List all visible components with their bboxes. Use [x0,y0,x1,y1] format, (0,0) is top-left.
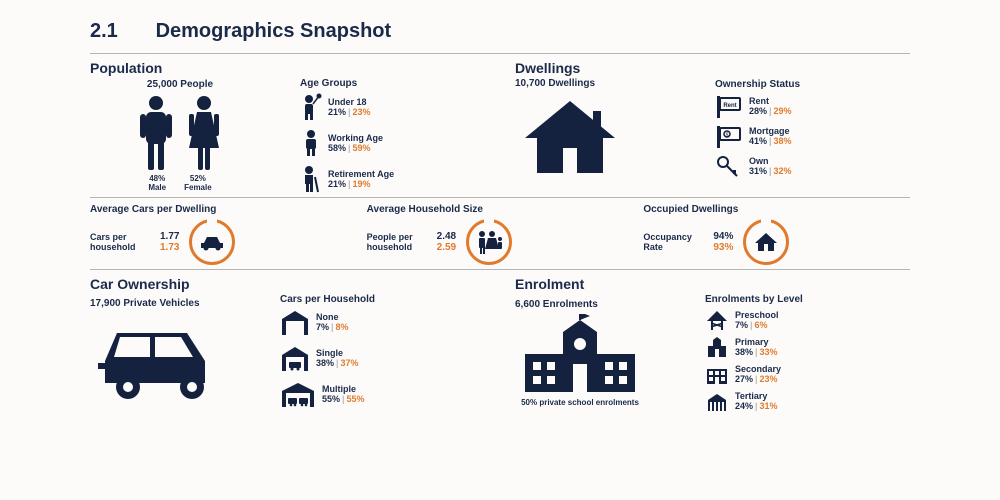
elderly-icon [300,165,322,193]
level-row: Tertiary24%|31% [705,390,910,412]
adult-icon [300,129,322,157]
divider [90,53,910,54]
dwellings-count: 10,700 Dwellings [515,78,685,89]
ownership-heading: Ownership Status [715,79,910,90]
secondary-icon [705,363,729,385]
garage-single-icon [280,345,310,371]
svg-text:$: $ [726,132,729,138]
metric-occupied: Occupied Dwellings Occupancy Rate 94%93% [643,204,910,265]
mortgage-sign-icon: $ [715,124,743,148]
house-ring-icon [743,219,789,265]
metric-cars: Average Cars per Dwelling Cars per house… [90,204,357,265]
car-hh-row: Multiple55%|55% [280,381,485,407]
level-row: Secondary27%|23% [705,363,910,385]
private-note: 50% private school enrolments [515,398,645,407]
level-row: Primary38%|33% [705,336,910,358]
school-icon [515,314,645,394]
population-heading: Population [90,60,485,76]
male-stat: 48%Male [148,174,166,192]
male-icon [133,94,179,172]
population-count: 25,000 People [90,79,270,90]
divider [90,269,910,270]
dwellings-heading: Dwellings [515,60,910,76]
car-ownership-heading: Car Ownership [90,276,485,292]
section-number: 2.1 [90,20,150,43]
preschool-icon [705,309,729,331]
primary-icon [705,336,729,358]
enrolment-count: 6,600 Enrolments [515,299,685,310]
ownership-row: $ Mortgage41%|38% [715,124,910,148]
big-car-icon [90,313,230,403]
female-icon [181,94,227,172]
ownership-row: Rent Rent28%|29% [715,94,910,118]
cars-per-hh-heading: Cars per Household [280,294,485,305]
divider [90,197,910,198]
ownership-row: Own31%|32% [715,154,910,178]
levels-heading: Enrolments by Level [705,294,910,305]
metric-household: Average Household Size People per househ… [367,204,634,265]
house-icon [515,93,625,178]
level-row: Preschool7%|6% [705,309,910,331]
child-icon [300,93,322,121]
car-ring-icon [189,219,235,265]
age-group-row: Under 1821%|23% [300,93,485,121]
garage-empty-icon [280,309,310,335]
enrolment-heading: Enrolment [515,276,910,292]
car-hh-row: None7%|8% [280,309,485,335]
female-stat: 52%Female [184,174,212,192]
vehicles-count: 17,900 Private Vehicles [90,298,260,309]
svg-text:Rent: Rent [723,103,736,109]
keys-icon [715,154,743,178]
garage-multi-icon [280,381,316,407]
section-title: Demographics Snapshot [156,20,392,42]
rent-sign-icon: Rent [715,94,743,118]
family-ring-icon [466,219,512,265]
tertiary-icon [705,390,729,412]
age-group-row: Working Age58%|59% [300,129,485,157]
page-title: 2.1 Demographics Snapshot [90,20,910,43]
car-hh-row: Single38%|37% [280,345,485,371]
age-group-row: Retirement Age21%|19% [300,165,485,193]
age-heading: Age Groups [300,78,485,89]
